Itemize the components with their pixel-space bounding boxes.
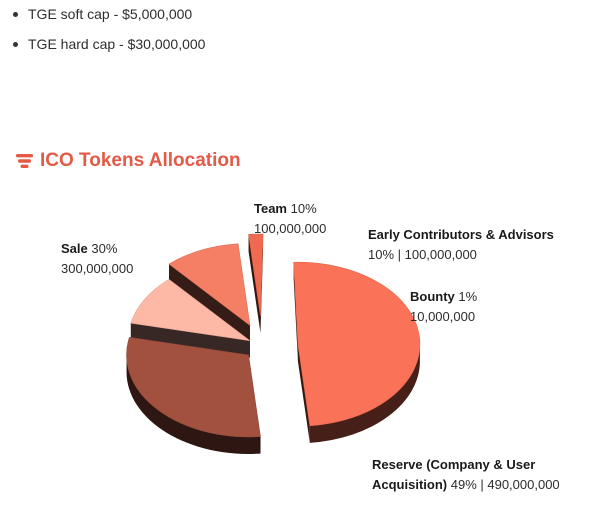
- label-team-value: 100,000,000: [254, 221, 327, 236]
- bars-icon: [16, 154, 33, 168]
- label-bounty: Bounty 1% 10,000,000: [410, 287, 477, 327]
- label-reserve: Reserve (Company & User Acquisition) 49%…: [372, 455, 560, 495]
- slice-sale: [126, 337, 261, 438]
- slice-reserve: [293, 261, 421, 427]
- soft-cap-text: TGE soft cap - $5,000,000: [28, 6, 193, 22]
- section-heading: ICO Tokens Allocation: [16, 148, 241, 174]
- label-bounty-value: 10,000,000: [410, 309, 476, 324]
- label-team-name: Team: [254, 201, 287, 216]
- slice-wall-reserve: [297, 344, 310, 443]
- slice-side-reserve: [309, 344, 420, 443]
- bullet-hard-cap: TGE hard cap - $30,000,000: [13, 36, 206, 52]
- label-early-name: Early Contributors & Advisors: [368, 227, 554, 242]
- hard-cap-text: TGE hard cap - $30,000,000: [28, 36, 206, 52]
- bullet-dot: [13, 42, 18, 47]
- label-reserve-name-1: Reserve (Company & User: [372, 457, 536, 472]
- slice-bounty: [248, 233, 264, 317]
- label-reserve-name-2: Acquisition): [372, 477, 448, 492]
- slice-side-sale: [126, 354, 261, 454]
- slice-wall-team: [130, 323, 250, 358]
- label-team: Team 10% 100,000,000: [254, 199, 326, 239]
- label-early-value: 10% | 100,000,000: [368, 247, 477, 262]
- slice-wall-bounty: [248, 234, 261, 334]
- slice-early: [168, 243, 251, 327]
- label-early-contributors: Early Contributors & Advisors 10% | 100,…: [368, 225, 554, 265]
- bullet-soft-cap: TGE soft cap - $5,000,000: [13, 6, 193, 22]
- label-sale: Sale 30% 300,000,000: [61, 239, 133, 279]
- slice-wall-early: [168, 264, 250, 343]
- label-bounty-name: Bounty: [410, 289, 455, 304]
- label-reserve-value: 49% | 490,000,000: [450, 477, 560, 492]
- slice-team: [130, 279, 251, 341]
- bullet-dot: [13, 12, 18, 17]
- label-sale-name: Sale: [61, 241, 88, 256]
- label-sale-value: 300,000,000: [61, 261, 134, 276]
- label-bounty-pct: 1%: [458, 289, 478, 304]
- section-title-text: ICO Tokens Allocation: [40, 150, 241, 171]
- label-team-pct: 10%: [290, 201, 317, 216]
- label-sale-pct: 30%: [91, 241, 118, 256]
